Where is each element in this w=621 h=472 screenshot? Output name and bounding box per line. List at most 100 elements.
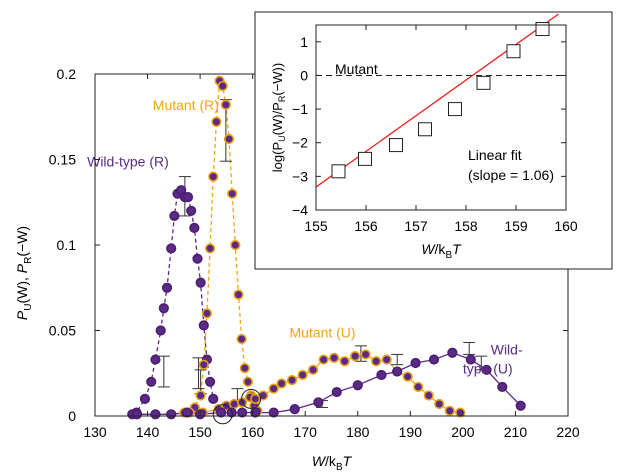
data-point-s2 bbox=[423, 390, 434, 401]
data-point-s2 bbox=[308, 364, 319, 375]
inset-mutant-label: Mutant bbox=[335, 61, 378, 77]
inset-x-tick-label: 156 bbox=[354, 218, 378, 234]
series-line-0 bbox=[132, 189, 214, 415]
inset-x-tick-label: 160 bbox=[554, 218, 578, 234]
main-x-tick-label: 130 bbox=[83, 424, 107, 440]
data-point-s0 bbox=[150, 354, 161, 365]
series-line-1 bbox=[184, 78, 258, 414]
data-point-s1 bbox=[233, 289, 244, 300]
inset-box bbox=[254, 11, 613, 270]
main-x-tick-label: 150 bbox=[188, 424, 212, 440]
data-point-s2 bbox=[350, 351, 361, 362]
inset-y-tick-label: 1 bbox=[300, 34, 308, 50]
data-point-s0 bbox=[192, 253, 203, 264]
inset-data-point bbox=[448, 102, 462, 117]
data-point-s3 bbox=[289, 404, 300, 415]
main-circled-points-layer bbox=[212, 388, 262, 425]
data-point-s1 bbox=[236, 333, 247, 345]
data-point-s3 bbox=[465, 354, 476, 365]
inset-x-tick-label: 159 bbox=[504, 218, 528, 234]
inset-data-point bbox=[331, 164, 346, 179]
inset-point-layer bbox=[331, 22, 550, 179]
data-point-s2 bbox=[268, 383, 279, 394]
data-point-s0 bbox=[161, 282, 173, 293]
data-point-s2 bbox=[434, 398, 445, 410]
data-point-s2 bbox=[329, 352, 340, 363]
data-point-s3 bbox=[428, 354, 440, 365]
inset-data-point bbox=[506, 44, 521, 59]
inset-x-ticks: 155 156 157 158 159 160 bbox=[304, 25, 578, 234]
data-point-s0 bbox=[208, 393, 219, 405]
inset-x-tick-label: 157 bbox=[404, 218, 428, 234]
main-x-tick-label: 140 bbox=[136, 424, 160, 440]
data-point-s3 bbox=[515, 400, 526, 411]
data-point-s0 bbox=[186, 205, 197, 216]
data-point-s3 bbox=[237, 407, 248, 418]
data-point-s0 bbox=[198, 320, 209, 331]
data-point-s3 bbox=[268, 407, 279, 418]
inset-fit-line bbox=[315, 13, 559, 188]
main-x-ticks: 130 140 150 160 170 180 190 200 210 220 bbox=[83, 74, 580, 440]
inset-data-point bbox=[476, 75, 491, 90]
circled-point bbox=[241, 388, 262, 409]
data-point-s1 bbox=[220, 99, 231, 110]
data-point-s2 bbox=[444, 405, 455, 416]
inset-x-tick-label: 158 bbox=[454, 218, 478, 234]
main-y-axis-label: PU(W), PR(−W) bbox=[14, 226, 34, 320]
data-point-s0 bbox=[195, 277, 206, 288]
inset-y-tick-label: −3 bbox=[292, 168, 308, 184]
data-point-s2 bbox=[318, 354, 329, 365]
data-point-s0 bbox=[189, 222, 200, 233]
series-annotation: Mutant (U) bbox=[289, 324, 355, 340]
main-x-tick-label: 220 bbox=[556, 424, 580, 440]
series-annotation: Wild-type (R) bbox=[87, 153, 169, 169]
inset-data-point bbox=[418, 122, 432, 137]
inset-plot-frame bbox=[315, 24, 567, 211]
main-x-axis-label: W/kBT bbox=[312, 453, 353, 472]
main-x-tick-label: 210 bbox=[504, 424, 528, 440]
data-point-s3 bbox=[447, 347, 458, 358]
data-point-s1 bbox=[201, 308, 213, 319]
main-x-tick-label: 160 bbox=[241, 424, 265, 440]
series-annotation: Mutant (R) bbox=[153, 97, 219, 113]
main-y-tick-label: 0.1 bbox=[57, 237, 77, 253]
inset-y-ticks: −4 −3 −2 −1 0 1 bbox=[292, 34, 566, 218]
main-x-tick-label: 170 bbox=[294, 424, 318, 440]
data-point-s1 bbox=[211, 116, 222, 127]
inset-y-tick-label: −2 bbox=[292, 135, 308, 151]
data-point-s1 bbox=[217, 80, 228, 92]
data-point-s3 bbox=[181, 407, 193, 418]
data-point-s3 bbox=[313, 397, 324, 408]
main-y-ticks: 0 0.05 0.1 0.15 0.2 bbox=[49, 66, 568, 424]
inset-y-tick-label: −4 bbox=[292, 202, 308, 218]
data-point-s2 bbox=[258, 390, 269, 401]
inset-y-axis-label: log(PU(W)/PR(−W)) bbox=[270, 63, 287, 172]
main-marker-layer bbox=[127, 75, 526, 420]
inset-data-point bbox=[389, 138, 403, 153]
data-point-s2 bbox=[402, 371, 413, 382]
data-point-s2 bbox=[413, 381, 424, 393]
circled-point bbox=[212, 404, 233, 425]
data-point-s3 bbox=[376, 369, 387, 381]
inset-y-tick-label: 0 bbox=[300, 67, 308, 83]
main-x-tick-label: 180 bbox=[346, 424, 370, 440]
main-y-tick-label: 0.05 bbox=[49, 323, 76, 339]
data-point-s2 bbox=[297, 369, 308, 381]
inset-chart: 155 156 157 158 159 160 −4 −3 −2 −1 0 1 Mutant Lin… bbox=[254, 11, 613, 270]
data-point-s3 bbox=[352, 380, 363, 391]
data-point-s2 bbox=[381, 354, 392, 365]
main-annotation-layer: Mutant (R) Wild-type (R) Mutant (U) Wild-ty… bbox=[87, 97, 523, 376]
data-point-s1 bbox=[242, 376, 254, 387]
main-y-tick-label: 0.2 bbox=[57, 66, 77, 82]
data-point-s1 bbox=[204, 243, 216, 254]
data-point-s1 bbox=[208, 171, 219, 182]
inset-data-point bbox=[535, 22, 550, 37]
data-point-s1 bbox=[195, 390, 206, 401]
main-x-tick-label: 200 bbox=[451, 424, 475, 440]
data-point-s3 bbox=[497, 381, 508, 393]
data-point-s1 bbox=[227, 188, 238, 199]
main-y-tick-label: 0 bbox=[68, 408, 76, 424]
data-point-s0 bbox=[169, 210, 180, 222]
data-point-s0 bbox=[139, 393, 151, 405]
data-point-s0 bbox=[166, 243, 177, 254]
